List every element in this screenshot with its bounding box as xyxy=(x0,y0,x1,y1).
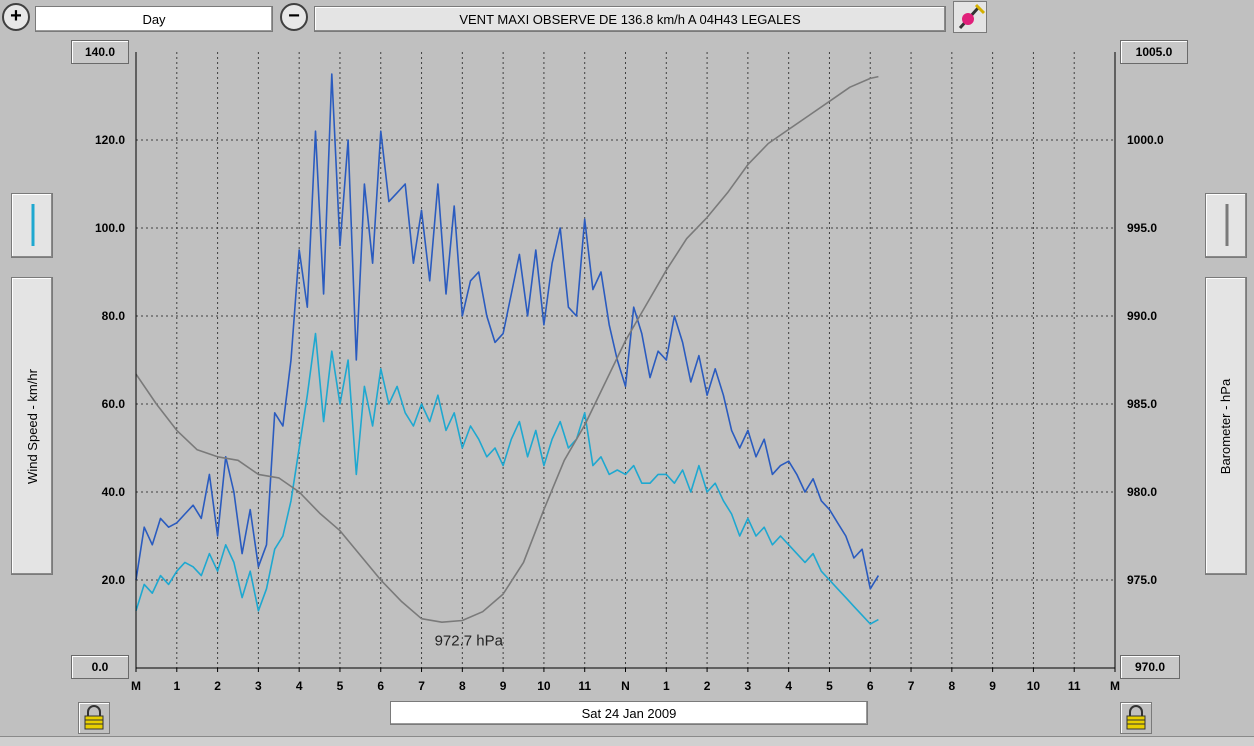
x-tick-label: 4 xyxy=(296,679,303,693)
wind-axis-label: Wind Speed - km/hr xyxy=(24,368,40,484)
x-tick-label: 6 xyxy=(867,679,874,693)
x-tick-label: 3 xyxy=(745,679,752,693)
y-tick-label: 120.0 xyxy=(95,133,125,147)
y2-tick-label: 1000.0 xyxy=(1127,133,1164,147)
status-bar xyxy=(0,736,1254,746)
y-tick-label: 100.0 xyxy=(95,221,125,235)
left-axis-min-value[interactable]: 0.0 xyxy=(71,655,129,679)
right-axis-min-value[interactable]: 970.0 xyxy=(1120,655,1180,679)
x-tick-label: M xyxy=(1110,679,1120,693)
paint-tool-icon xyxy=(958,3,986,30)
x-tick-label: 4 xyxy=(785,679,792,693)
gust-series-line xyxy=(135,73,880,590)
date-field[interactable]: Sat 24 Jan 2009 xyxy=(390,701,868,725)
grey-line-icon xyxy=(1225,204,1229,246)
y-tick-label: 20.0 xyxy=(102,573,126,587)
date-label: Sat 24 Jan 2009 xyxy=(581,705,677,721)
y2-tick-label: 980.0 xyxy=(1127,485,1157,499)
x-tick-label: 3 xyxy=(255,679,262,693)
left-axis-min-label: 0.0 xyxy=(91,660,109,674)
zoom-in-button[interactable]: + xyxy=(2,3,30,31)
period-selector[interactable]: Day xyxy=(35,6,273,32)
y2-tick-label: 995.0 xyxy=(1127,221,1157,235)
x-tick-label: 1 xyxy=(663,679,670,693)
x-tick-label: 1 xyxy=(173,679,180,693)
x-tick-label: 7 xyxy=(908,679,915,693)
x-tick-label: 2 xyxy=(214,679,221,693)
right-lock-button[interactable] xyxy=(1120,702,1152,734)
left-axis-max-value[interactable]: 140.0 xyxy=(71,40,129,64)
x-tick-label: M xyxy=(131,679,141,693)
left-axis-max-label: 140.0 xyxy=(84,45,116,59)
period-label: Day xyxy=(142,11,166,27)
x-tick-label: 5 xyxy=(337,679,344,693)
x-tick-label: 9 xyxy=(500,679,507,693)
zoom-out-button[interactable]: − xyxy=(280,3,308,31)
chart-title: VENT MAXI OBSERVE DE 136.8 km/h A 04H43 … xyxy=(459,11,801,27)
min-pressure-annotation: 972.7 hPa xyxy=(435,632,504,649)
x-tick-label: 7 xyxy=(418,679,425,693)
lock-icon xyxy=(1126,705,1146,730)
right-axis-max-value[interactable]: 1005.0 xyxy=(1120,40,1188,64)
x-tick-label: 11 xyxy=(1068,679,1081,693)
lock-icon xyxy=(84,705,104,730)
x-tick-label: 10 xyxy=(537,679,551,693)
barometer-axis-label: Barometer - hPa xyxy=(1218,378,1234,474)
average-series-line xyxy=(135,332,879,625)
zoom-in-icon: + xyxy=(10,5,22,27)
x-tick-label: 8 xyxy=(459,679,466,693)
y2-tick-label: 985.0 xyxy=(1127,397,1157,411)
right-axis-max-label: 1005.0 xyxy=(1135,45,1173,59)
x-tick-label: 9 xyxy=(989,679,996,693)
cyan-line-icon xyxy=(31,204,35,246)
x-tick-label: 10 xyxy=(1027,679,1041,693)
y2-tick-label: 990.0 xyxy=(1127,309,1157,323)
y2-tick-label: 975.0 xyxy=(1127,573,1157,587)
x-tick-label: 6 xyxy=(377,679,384,693)
y-tick-label: 40.0 xyxy=(102,485,126,499)
wind-series-toggle[interactable] xyxy=(11,193,53,258)
y-tick-label: 80.0 xyxy=(102,309,126,323)
wind-axis-label-panel: Wind Speed - km/hr xyxy=(11,277,53,575)
right-axis-min-label: 970.0 xyxy=(1134,660,1166,674)
left-lock-button[interactable] xyxy=(78,702,110,734)
paint-tool-button[interactable] xyxy=(953,1,987,33)
x-tick-label: 8 xyxy=(948,679,955,693)
x-tick-label: 5 xyxy=(826,679,833,693)
x-tick-label: 2 xyxy=(704,679,711,693)
x-tick-label: 11 xyxy=(578,679,591,693)
chart-title-bar: VENT MAXI OBSERVE DE 136.8 km/h A 04H43 … xyxy=(314,6,946,32)
barometer-axis-label-panel: Barometer - hPa xyxy=(1205,277,1247,575)
x-tick-label: N xyxy=(621,679,630,693)
barometer-series-line xyxy=(135,75,879,624)
zoom-out-icon: − xyxy=(288,4,300,27)
barometer-series-toggle[interactable] xyxy=(1205,193,1247,258)
y-tick-label: 60.0 xyxy=(102,397,126,411)
